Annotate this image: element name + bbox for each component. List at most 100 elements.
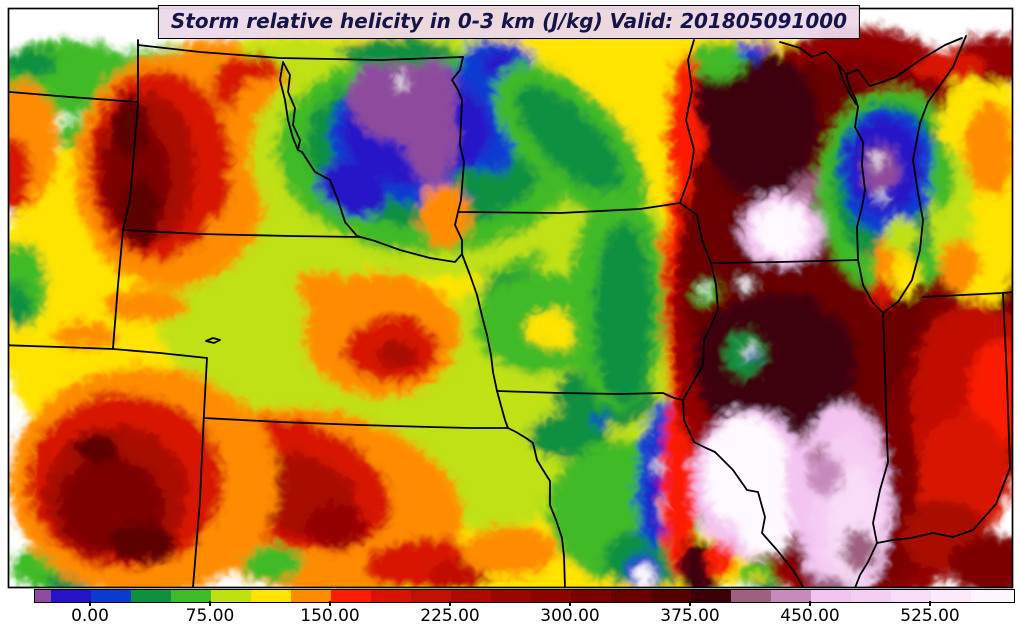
field-blob: [448, 166, 508, 190]
missouri-river-sd-ne-line: [297, 149, 463, 263]
lake-oahe-line: [279, 61, 301, 151]
helicity-field: [9, 9, 1012, 587]
colorbar-segment: [691, 590, 731, 602]
il-in-wabash-line: [872, 312, 889, 544]
meridian-104w-border-line: [112, 39, 139, 349]
field-blob: [373, 337, 415, 365]
field-blob: [689, 37, 743, 75]
colorbar-segment: [651, 590, 691, 602]
colorbar-segment: [531, 590, 571, 602]
colorbar: [34, 589, 1015, 603]
door-peninsula-line: [837, 63, 857, 105]
field-blob: [300, 500, 364, 544]
field-blob: [9, 134, 26, 210]
colorbar-tick-mark: [569, 601, 571, 606]
field-blob: [525, 409, 605, 455]
colorbar-segment: [411, 590, 451, 602]
colorbar-segment: [971, 590, 1014, 602]
mi-up-shore-line: [895, 37, 963, 78]
field-blob: [926, 136, 950, 208]
colorbar-tick-mark: [329, 601, 331, 606]
field-blob: [936, 236, 976, 288]
colorbar-segment: [851, 590, 891, 602]
field-blob: [457, 522, 553, 574]
field-blob: [690, 290, 854, 434]
field-blob: [416, 180, 468, 244]
colorbar-segment: [771, 590, 811, 602]
field-blob: [736, 490, 788, 554]
field-blob: [100, 286, 184, 318]
colorbar-segment: [35, 590, 51, 602]
field-blob: [880, 214, 916, 250]
colorbar-segment: [371, 590, 411, 602]
ne-co-border-line: [112, 348, 208, 359]
colorbar-segment: [171, 590, 211, 602]
field-blob: [172, 241, 232, 271]
colorbar-segment: [891, 590, 931, 602]
mn-ia-border-line: [457, 202, 681, 214]
field-blob: [511, 81, 621, 191]
colorbar-tick-label: 450.00: [780, 606, 840, 626]
colorbar-segment: [331, 590, 371, 602]
field-blob: [858, 141, 896, 191]
colorbar-tick-label: 225.00: [420, 606, 480, 626]
colorbar-tick-label: 0.00: [71, 606, 109, 626]
colorbar-segment: [451, 590, 491, 602]
colorbar-tick-mark: [209, 601, 211, 606]
field-blob: [116, 174, 156, 246]
colorbar-tick-label: 150.00: [300, 606, 360, 626]
il-ky-border-line: [854, 542, 878, 587]
field-blob: [73, 429, 117, 461]
wi-il-border-line: [710, 259, 859, 264]
field-blob: [696, 283, 706, 291]
colorbar-segment: [811, 590, 851, 602]
field-blob: [587, 412, 605, 424]
mississippi-river-line: [679, 202, 804, 587]
mn-sd-border-line: [451, 56, 465, 213]
field-blob: [753, 36, 773, 50]
field-blob: [650, 453, 658, 471]
wy-co-border-line: [9, 344, 114, 350]
colorbar-tick-mark: [449, 601, 451, 606]
field-blob: [946, 532, 1012, 587]
ia-mo-border-line: [496, 390, 684, 401]
field-blob: [887, 250, 915, 294]
field-blob: [702, 538, 730, 574]
colorbar-segment: [571, 590, 611, 602]
colorbar-tick-mark: [929, 601, 931, 606]
colorbar-tick-mark: [689, 601, 691, 606]
colorbar-tick-label: 75.00: [185, 606, 235, 626]
field-blob: [960, 100, 1012, 192]
field-blob: [744, 350, 754, 358]
colorbar-segment: [211, 590, 251, 602]
field-blob: [750, 576, 776, 587]
colorbar-tick-label: 525.00: [900, 606, 960, 626]
mn-wi-river-line: [679, 39, 695, 204]
field-blob: [238, 542, 298, 578]
field-blob: [9, 280, 27, 324]
ohio-river-line: [876, 467, 1011, 544]
field-blob: [631, 561, 649, 587]
colorbar-segment: [91, 590, 131, 602]
field-blob: [108, 520, 172, 560]
colorbar-segment: [131, 590, 171, 602]
in-oh-border-line: [1002, 292, 1011, 469]
field-blob: [839, 526, 873, 568]
field-blob: [201, 211, 255, 245]
sd-ne-border-line: [122, 229, 361, 238]
lake-mcconaughy-line: [205, 337, 221, 344]
field-blob: [401, 92, 455, 180]
green-bay-shore-line: [845, 73, 859, 108]
field-blob: [869, 151, 879, 163]
colorbar-segment: [731, 590, 771, 602]
field-blob: [393, 68, 403, 86]
colorbar-segment: [491, 590, 531, 602]
field-blob: [750, 199, 804, 253]
colorbar-segment: [291, 590, 331, 602]
mi-in-border-line: [922, 291, 1012, 298]
colorbar-segment: [251, 590, 291, 602]
ne-ks-border-line: [203, 417, 509, 429]
field-blob: [872, 190, 882, 198]
field-blob: [50, 319, 114, 345]
